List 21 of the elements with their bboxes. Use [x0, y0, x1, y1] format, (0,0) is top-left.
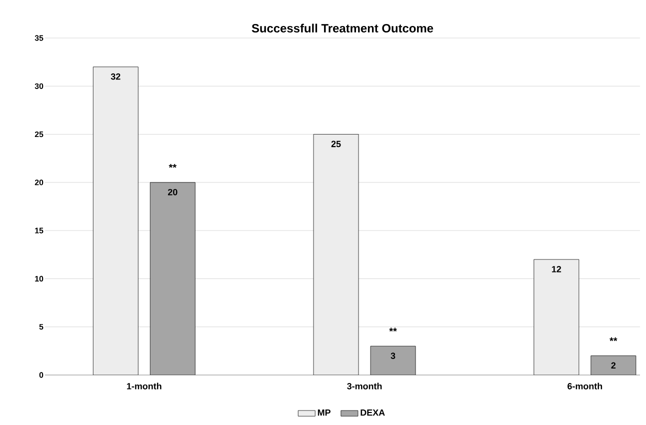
data-label: 20: [168, 188, 178, 196]
bar: [534, 259, 580, 375]
bar: [92, 66, 138, 375]
annotation: **: [610, 337, 618, 342]
data-label: 12: [552, 266, 562, 272]
x-tick-label: 3-month: [347, 382, 382, 390]
bar: [590, 356, 636, 375]
data-label: 2: [611, 362, 616, 369]
chart-title: Successfull Treatment Outcome: [252, 24, 434, 32]
annotation: **: [168, 164, 177, 168]
x-tick-label: 1-month: [127, 382, 162, 390]
data-label: 32: [110, 73, 120, 80]
data-label: 3: [390, 352, 396, 359]
x-tick-label: 6-month: [568, 382, 602, 390]
bar: [370, 346, 416, 375]
bar: [150, 182, 196, 375]
annotation: **: [389, 328, 397, 332]
bar: [313, 134, 359, 375]
data-label: 25: [331, 140, 341, 148]
legend-label: MP: [318, 410, 330, 416]
legend-label: DEXA: [360, 410, 385, 416]
